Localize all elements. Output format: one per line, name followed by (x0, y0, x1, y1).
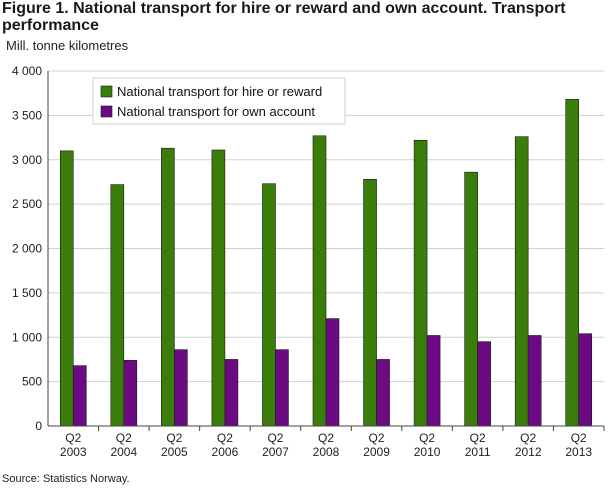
legend-swatch (100, 85, 113, 98)
bar-own-account (376, 359, 390, 427)
x-tick-label-year: 2008 (313, 445, 340, 459)
x-tick-label-quarter: Q2 (571, 431, 587, 445)
x-tick-label-quarter: Q2 (318, 431, 334, 445)
source-note: Source: Statistics Norway. (2, 473, 130, 485)
x-tick-label-year: 2006 (212, 445, 239, 459)
bar-own-account (224, 359, 239, 427)
x-tick-label-quarter: Q2 (166, 431, 182, 445)
x-tick-label-year: 2004 (110, 445, 137, 459)
bar-own-account (72, 365, 87, 427)
bar-hire-or-reward (464, 171, 478, 427)
bar-hire-or-reward (262, 183, 276, 427)
x-tick-label-quarter: Q2 (369, 431, 385, 445)
y-tick-label: 3 500 (12, 108, 42, 122)
bar-hire-or-reward (413, 139, 428, 427)
bar-own-account (578, 333, 593, 427)
bars (59, 99, 593, 427)
x-tick-label-year: 2005 (161, 445, 188, 459)
x-tick-label-quarter: Q2 (116, 431, 132, 445)
x-tick-label-year: 2009 (363, 445, 390, 459)
bar-hire-or-reward (110, 184, 125, 427)
x-tick-label-year: 2003 (60, 445, 87, 459)
bar-own-account (174, 349, 188, 427)
bar-hire-or-reward (211, 149, 226, 427)
legend: National transport for hire or reward Nat… (92, 77, 346, 125)
bar-hire-or-reward (59, 150, 74, 427)
legend-label: National transport for own account (117, 104, 315, 119)
x-tick-label-year: 2013 (565, 445, 592, 459)
y-axis-unit-label: Mill. tonne kilometres (6, 38, 129, 53)
bar-hire-or-reward (363, 178, 377, 427)
bar-own-account (426, 335, 441, 427)
x-tick-label-quarter: Q2 (65, 431, 81, 445)
bar-own-account (123, 360, 138, 427)
x-tick-label-year: 2010 (414, 445, 441, 459)
bar-own-account (527, 335, 542, 427)
axes: 0 500 1 000 1 500 2 000 2 500 3 000 3 500 4 000 Q… (12, 64, 605, 459)
y-tick-label: 1 500 (12, 286, 42, 300)
bar-hire-or-reward (514, 136, 529, 427)
legend-box (92, 77, 346, 125)
legend-swatch (100, 105, 113, 118)
x-tick-label-year: 2007 (262, 445, 289, 459)
x-tick-label-quarter: Q2 (520, 431, 536, 445)
x-tick-label-year: 2012 (515, 445, 542, 459)
bar-own-account (275, 349, 289, 427)
x-tick-label-quarter: Q2 (217, 431, 233, 445)
chart-title: Figure 1. National transport for hire or… (2, 0, 566, 34)
x-tick-label-quarter: Q2 (419, 431, 435, 445)
x-tick-label-quarter: Q2 (267, 431, 283, 445)
bar-own-account (325, 318, 340, 427)
y-tick-label: 3 000 (12, 153, 42, 167)
x-tick-label-year: 2011 (465, 445, 491, 459)
bar-hire-or-reward (161, 147, 175, 427)
y-tick-label: 2 000 (12, 242, 42, 256)
legend-label: National transport for hire or reward (117, 84, 322, 99)
y-tick-label: 0 (35, 419, 42, 433)
bar-hire-or-reward (312, 135, 327, 427)
bar-own-account (477, 341, 491, 427)
y-tick-label: 4 000 (12, 64, 42, 78)
bar-hire-or-reward (565, 99, 580, 427)
x-tick-label-quarter: Q2 (470, 431, 486, 445)
y-tick-label: 1 000 (12, 330, 42, 344)
y-tick-label: 2 500 (12, 197, 42, 211)
y-tick-label: 500 (22, 375, 42, 389)
